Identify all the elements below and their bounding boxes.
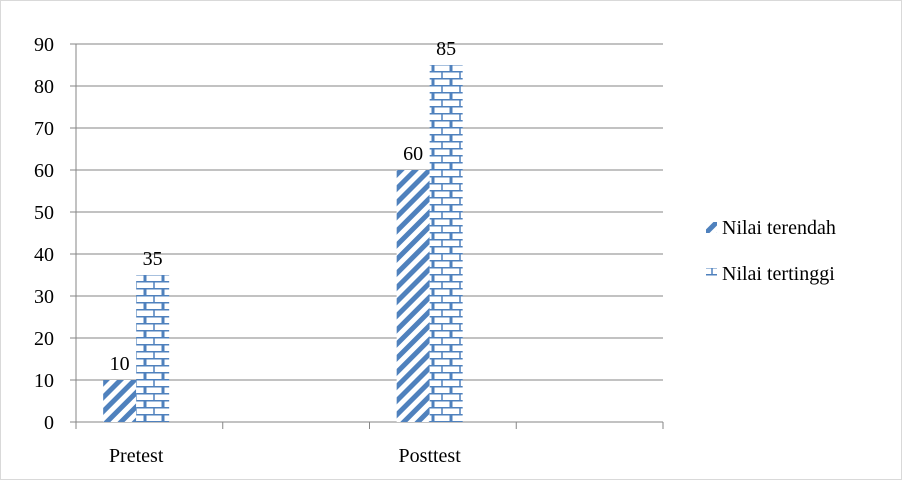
data-label: 60 <box>403 143 423 165</box>
legend: Nilai terendah Nilai tertinggi <box>706 217 836 285</box>
y-tick-label: 80 <box>34 76 54 98</box>
legend-swatch <box>706 222 717 233</box>
y-tick-label: 70 <box>34 118 54 140</box>
bars <box>103 65 463 422</box>
bar <box>136 275 170 422</box>
data-label: 35 <box>143 248 163 270</box>
y-tick-label: 40 <box>34 244 54 266</box>
y-tick-label: 60 <box>34 160 54 182</box>
labels: 0 10 20 30 40 50 60 70 80 90 10 35 Pretest 60 85 Postte… <box>34 34 461 467</box>
data-label: 85 <box>436 38 456 60</box>
y-tick-label: 20 <box>34 328 54 350</box>
y-tick-label: 30 <box>34 286 54 308</box>
legend-swatch <box>706 268 717 279</box>
y-tick-label: 90 <box>34 34 54 56</box>
x-tick-label: Posttest <box>399 445 462 467</box>
legend-label: Nilai terendah <box>722 217 836 239</box>
y-tick-label: 50 <box>34 202 54 224</box>
legend-label: Nilai tertinggi <box>722 263 835 285</box>
y-tick-label: 10 <box>34 370 54 392</box>
data-label: 10 <box>110 353 130 375</box>
bar <box>429 65 463 422</box>
gridlines <box>76 43 663 381</box>
bar <box>103 380 137 422</box>
x-tick-label: Pretest <box>109 445 164 467</box>
bar <box>396 170 430 422</box>
y-tick-label: 0 <box>44 412 54 434</box>
axes <box>70 43 664 429</box>
